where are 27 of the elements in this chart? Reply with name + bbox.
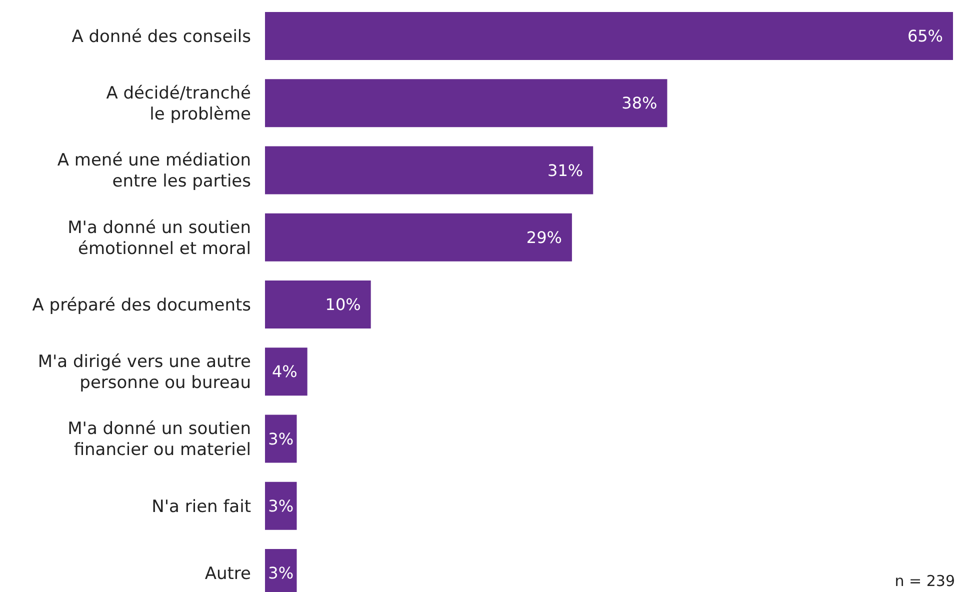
bar <box>265 213 572 262</box>
y-tick-label: N'a rien fait <box>152 496 252 517</box>
y-tick-label: M'a donné un soutien financier ou materiel <box>68 419 251 460</box>
bar <box>265 482 297 530</box>
y-tick-label: A mené une médiation entre les parties <box>57 150 252 192</box>
bar <box>265 79 668 128</box>
y-tick-label: A préparé des documents <box>32 295 252 316</box>
data-label: 31% <box>548 160 584 180</box>
data-label: 3% <box>268 496 294 516</box>
bar <box>265 146 594 194</box>
bar <box>265 414 297 463</box>
data-label: 10% <box>325 295 361 314</box>
bar <box>265 348 308 396</box>
data-label: 3% <box>268 564 294 583</box>
data-label: 38% <box>622 94 658 113</box>
y-tick-label: M'a donné un soutien émotionnel et moral <box>68 218 251 259</box>
bar <box>265 280 371 328</box>
y-tick-label: A décidé/tranché le problème <box>106 84 251 125</box>
y-tick-label: M'a dirigé vers une autre personne ou bureau <box>38 352 251 394</box>
data-label: 65% <box>907 26 943 46</box>
y-tick-label: A donné des conseils <box>72 26 252 47</box>
data-label: 4% <box>272 362 298 382</box>
data-label: 3% <box>268 429 294 448</box>
y-tick-label: Autre <box>204 564 251 584</box>
bar <box>265 12 953 60</box>
annotation: n = 239 <box>894 572 955 590</box>
data-label: 29% <box>526 228 562 247</box>
